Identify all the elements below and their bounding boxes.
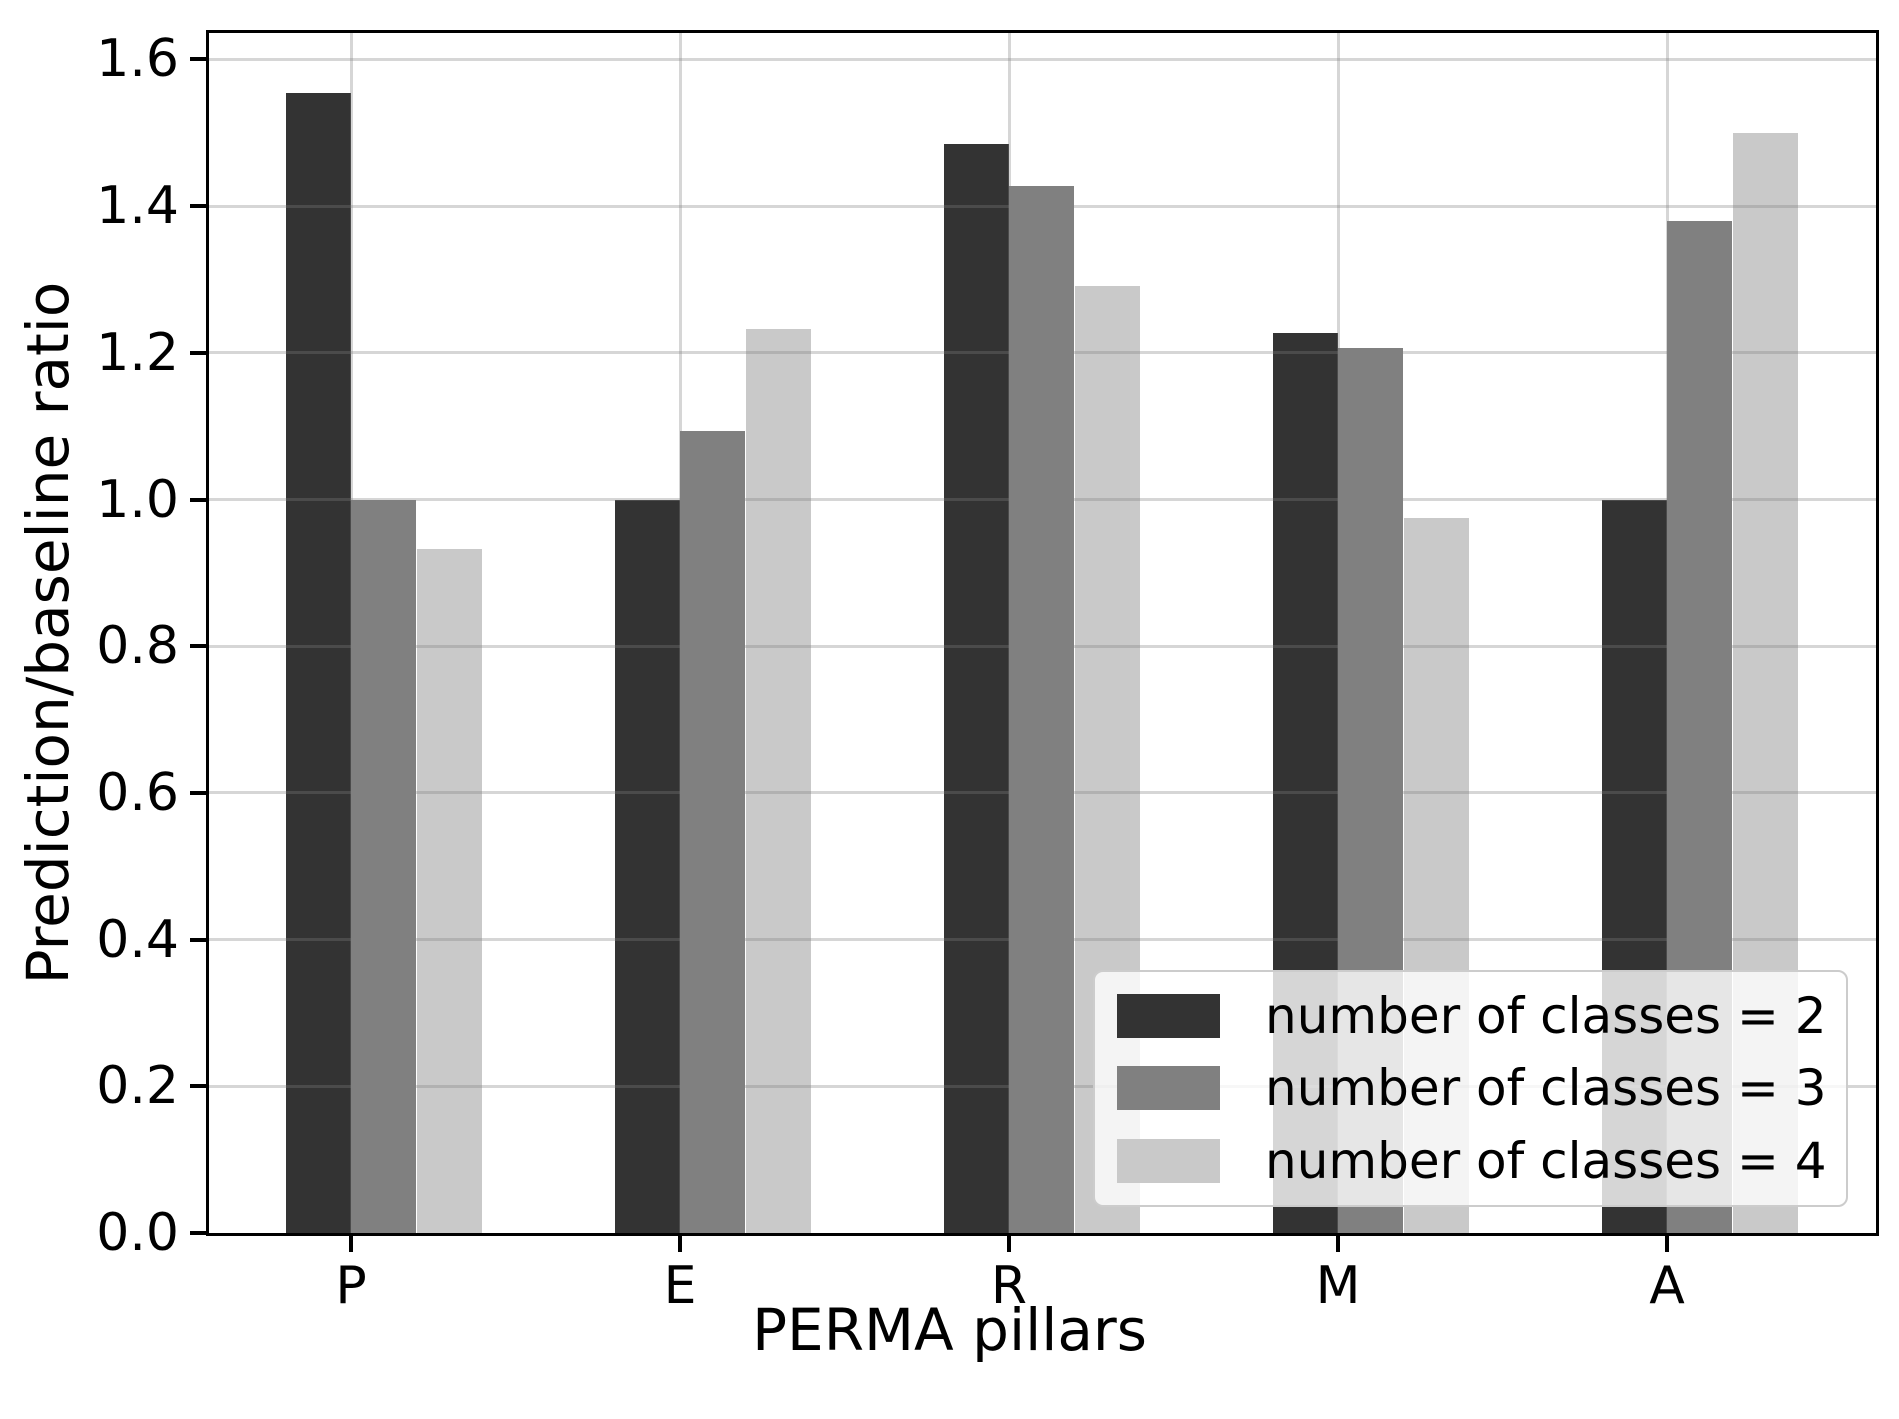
x-tick-label: P (335, 1256, 367, 1316)
gridline-vertical (1665, 33, 1669, 1233)
y-tick-label: 1.4 (96, 176, 179, 237)
gridline-horizontal (209, 351, 1876, 355)
legend-item-3: number of classes = 4 (1095, 1133, 1846, 1189)
bar-R-series-2 (1009, 185, 1074, 1233)
y-tick (190, 644, 206, 649)
y-tick-label: 0.6 (96, 762, 179, 823)
legend-label: number of classes = 4 (1265, 1131, 1827, 1190)
gridline-horizontal (209, 1084, 1876, 1088)
y-tick-label: 1.6 (96, 29, 179, 90)
legend-label: number of classes = 2 (1265, 987, 1827, 1046)
gridline-horizontal (209, 57, 1876, 61)
x-tick (349, 1236, 353, 1252)
x-tick (678, 1236, 682, 1252)
y-tick (190, 790, 206, 795)
y-axis-label: Prediction/baseline ratio (14, 281, 82, 985)
x-tick-label: M (1315, 1256, 1361, 1316)
y-tick (190, 57, 206, 62)
bar-R-series-1 (944, 144, 1009, 1233)
gridline-vertical (1336, 33, 1340, 1233)
gridline-vertical (678, 33, 682, 1233)
y-tick (190, 350, 206, 355)
bar-P-series-3 (417, 548, 482, 1233)
gridline-horizontal (209, 938, 1876, 942)
x-tick (1336, 1236, 1340, 1252)
x-tick-label: A (1649, 1256, 1685, 1316)
bar-E-series-3 (746, 329, 811, 1233)
legend-swatch-icon (1117, 994, 1220, 1039)
gridline-vertical (349, 33, 353, 1233)
y-tick (190, 937, 206, 942)
y-tick-label: 0.4 (96, 909, 179, 970)
y-tick-label: 1.2 (96, 322, 179, 383)
x-tick-label: R (990, 1256, 1028, 1316)
gridline-horizontal (209, 791, 1876, 795)
y-tick-label: 0.0 (96, 1203, 179, 1263)
gridline-vertical (1007, 33, 1011, 1233)
bar-E-series-2 (680, 431, 745, 1233)
gridline-horizontal (209, 644, 1876, 648)
bar-P-series-1 (286, 93, 351, 1233)
legend-item-2: number of classes = 3 (1095, 1060, 1846, 1116)
x-tick (1007, 1236, 1011, 1252)
legend-item-1: number of classes = 2 (1095, 988, 1846, 1044)
y-tick (190, 204, 206, 209)
x-axis-label: PERMA pillars (752, 1296, 1147, 1364)
legend-swatch-icon (1117, 1066, 1220, 1111)
x-tick-label: E (663, 1256, 697, 1316)
bar-E-series-1 (615, 499, 680, 1233)
y-tick (190, 497, 206, 502)
y-tick-label: 0.2 (96, 1056, 179, 1117)
legend-label: number of classes = 3 (1265, 1059, 1827, 1118)
legend: number of classes = 2 number of classes =… (1093, 970, 1848, 1207)
y-tick (190, 1084, 206, 1089)
y-tick-label: 1.0 (96, 469, 179, 530)
x-tick (1665, 1236, 1669, 1252)
legend-swatch-icon (1117, 1138, 1220, 1183)
gridline-horizontal (209, 204, 1876, 208)
y-tick-label: 0.8 (96, 616, 179, 677)
y-tick (190, 1231, 206, 1235)
bar-P-series-2 (351, 499, 416, 1233)
gridline-horizontal (209, 498, 1876, 501)
